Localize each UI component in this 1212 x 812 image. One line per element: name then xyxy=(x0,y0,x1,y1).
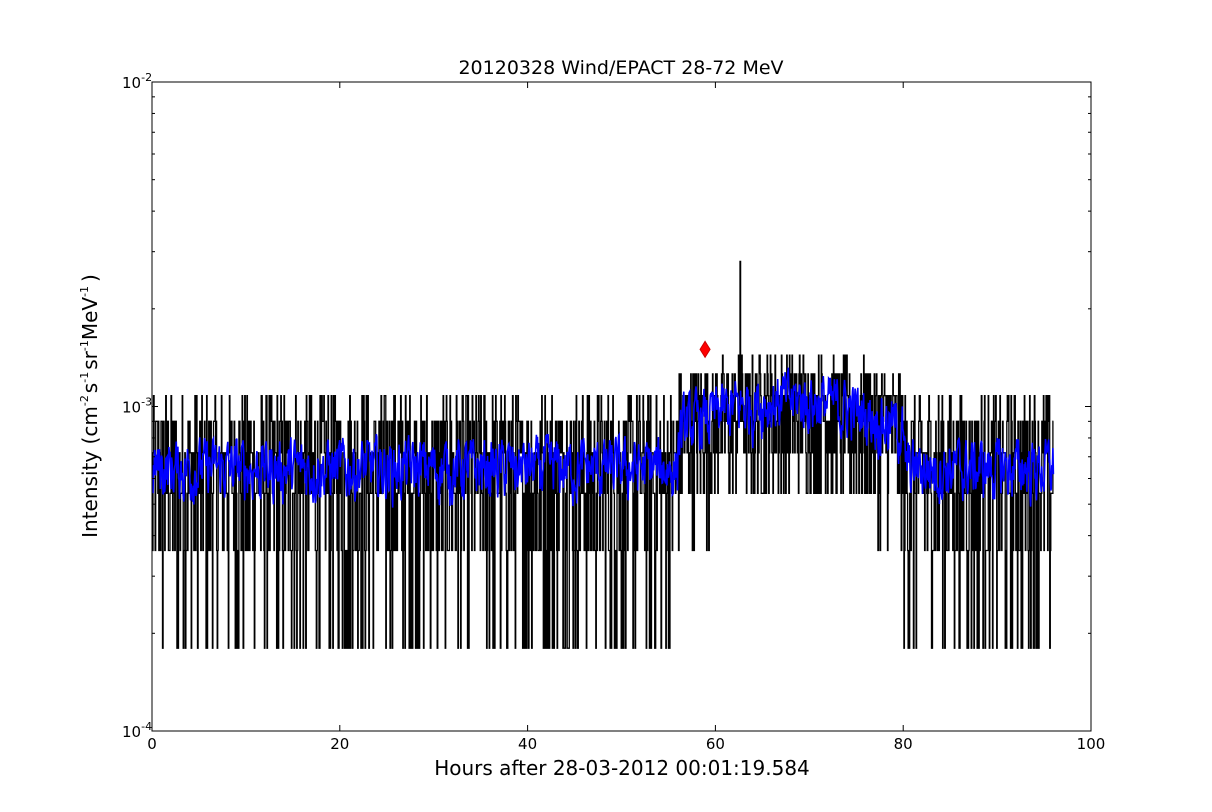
x-tick-label: 0 xyxy=(147,735,157,753)
y-label-prefix: Intensity (cm xyxy=(78,406,102,538)
x-tick-labels: 0 20 40 60 80 100 xyxy=(147,735,1105,753)
x-tick-label: 100 xyxy=(1077,735,1106,753)
series-smoothed-intensity xyxy=(151,367,1055,508)
y-tick-label: 10-2 xyxy=(122,71,152,92)
y-label-s: s xyxy=(78,383,102,393)
x-axis-label: Hours after 28-03-2012 00:01:19.584 xyxy=(434,756,810,780)
y-label-suffix: ) xyxy=(78,274,102,282)
x-tick-label: 80 xyxy=(894,735,913,753)
peak-marker xyxy=(699,340,711,359)
y-axis-label: Intensity (cm-2s-1sr-1MeV-1) xyxy=(78,274,102,538)
y-label-mev: MeV xyxy=(78,297,102,341)
y-label-exp1: -2 xyxy=(78,395,91,406)
y-tick-label: 10-4 xyxy=(122,720,152,741)
x-tick-label: 60 xyxy=(706,735,725,753)
x-tick-label: 40 xyxy=(518,735,537,753)
y-label-exp3: -1 xyxy=(78,340,91,351)
axis-ticks xyxy=(151,82,1092,732)
y-label-exp4: -1 xyxy=(78,286,91,297)
y-label-exp2: -1 xyxy=(78,372,91,383)
y-label-sr: sr xyxy=(78,350,102,369)
plot-data-area xyxy=(151,260,1055,649)
chart-title: 20120328 Wind/EPACT 28-72 MeV xyxy=(458,57,783,79)
y-tick-labels: 10-4 10-3 10-2 xyxy=(122,71,152,741)
y-tick-label: 10-3 xyxy=(122,396,152,417)
x-tick-label: 20 xyxy=(330,735,349,753)
